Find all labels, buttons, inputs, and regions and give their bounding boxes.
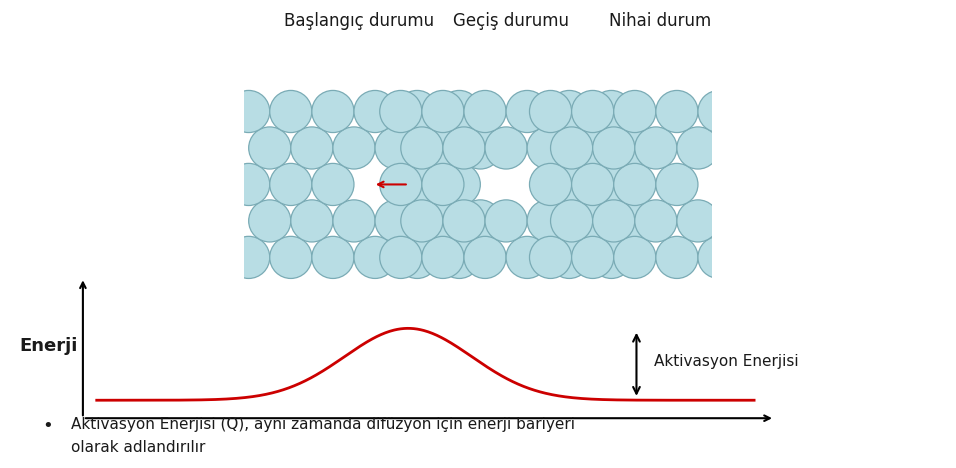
Circle shape: [375, 127, 417, 169]
Text: Aktivasyon Enerjisi (Q), aynı zamanda difüzyon için enerji bariyeri
olarak adlan: Aktivasyon Enerjisi (Q), aynı zamanda di…: [71, 417, 575, 454]
Text: Başlangıç durumu: Başlangıç durumu: [284, 12, 434, 29]
Circle shape: [485, 200, 527, 242]
Circle shape: [740, 163, 782, 205]
Circle shape: [249, 200, 291, 242]
Circle shape: [438, 163, 480, 205]
Circle shape: [396, 90, 438, 132]
Circle shape: [635, 200, 677, 242]
Circle shape: [291, 127, 333, 169]
Circle shape: [422, 236, 464, 278]
Circle shape: [228, 163, 270, 205]
Circle shape: [422, 90, 464, 132]
Circle shape: [506, 236, 548, 278]
Circle shape: [572, 236, 614, 278]
Circle shape: [530, 236, 572, 278]
Circle shape: [612, 127, 654, 169]
Circle shape: [417, 200, 459, 242]
Circle shape: [548, 236, 590, 278]
Circle shape: [761, 200, 803, 242]
Circle shape: [270, 236, 312, 278]
Circle shape: [551, 200, 593, 242]
Circle shape: [719, 200, 761, 242]
Circle shape: [614, 90, 656, 132]
Circle shape: [312, 90, 354, 132]
Circle shape: [612, 200, 654, 242]
Circle shape: [333, 127, 375, 169]
Circle shape: [270, 163, 312, 205]
Circle shape: [551, 127, 593, 169]
Circle shape: [422, 163, 464, 205]
Circle shape: [312, 163, 354, 205]
Circle shape: [593, 200, 635, 242]
Circle shape: [698, 236, 740, 278]
Circle shape: [530, 90, 572, 132]
Circle shape: [459, 200, 501, 242]
Circle shape: [459, 127, 501, 169]
Circle shape: [438, 236, 480, 278]
Circle shape: [464, 236, 506, 278]
Circle shape: [380, 236, 422, 278]
Text: Aktivasyon Enerjisi: Aktivasyon Enerjisi: [654, 354, 798, 369]
Circle shape: [527, 127, 569, 169]
Circle shape: [548, 90, 590, 132]
Text: Geçiş durumu: Geçiş durumu: [453, 12, 569, 29]
Circle shape: [396, 236, 438, 278]
Circle shape: [401, 127, 443, 169]
Circle shape: [740, 236, 782, 278]
Circle shape: [590, 163, 633, 205]
Circle shape: [375, 200, 417, 242]
Circle shape: [249, 127, 291, 169]
Circle shape: [656, 163, 698, 205]
Circle shape: [380, 163, 422, 205]
Circle shape: [380, 90, 422, 132]
Circle shape: [572, 163, 614, 205]
Circle shape: [593, 127, 635, 169]
Circle shape: [417, 127, 459, 169]
Circle shape: [569, 127, 612, 169]
Circle shape: [677, 200, 719, 242]
Circle shape: [614, 163, 656, 205]
Circle shape: [291, 200, 333, 242]
Text: Enerji: Enerji: [19, 337, 77, 355]
Text: •: •: [42, 417, 54, 435]
Circle shape: [228, 236, 270, 278]
Circle shape: [270, 90, 312, 132]
Circle shape: [312, 236, 354, 278]
Circle shape: [740, 90, 782, 132]
Circle shape: [698, 90, 740, 132]
Circle shape: [677, 127, 719, 169]
Circle shape: [443, 127, 485, 169]
Circle shape: [656, 90, 698, 132]
Circle shape: [656, 236, 698, 278]
Circle shape: [354, 236, 396, 278]
Circle shape: [719, 127, 761, 169]
Circle shape: [527, 200, 569, 242]
Circle shape: [530, 163, 572, 205]
Circle shape: [438, 90, 480, 132]
Circle shape: [333, 200, 375, 242]
Circle shape: [572, 90, 614, 132]
Circle shape: [506, 90, 548, 132]
Circle shape: [590, 90, 633, 132]
Circle shape: [443, 200, 485, 242]
Circle shape: [614, 236, 656, 278]
Circle shape: [761, 127, 803, 169]
Circle shape: [485, 127, 527, 169]
Circle shape: [569, 200, 612, 242]
Circle shape: [590, 236, 633, 278]
Circle shape: [464, 90, 506, 132]
Circle shape: [635, 127, 677, 169]
Circle shape: [354, 90, 396, 132]
Text: Nihai durum: Nihai durum: [609, 12, 711, 29]
Circle shape: [401, 200, 443, 242]
Circle shape: [228, 90, 270, 132]
Circle shape: [548, 163, 590, 205]
Circle shape: [396, 163, 438, 205]
